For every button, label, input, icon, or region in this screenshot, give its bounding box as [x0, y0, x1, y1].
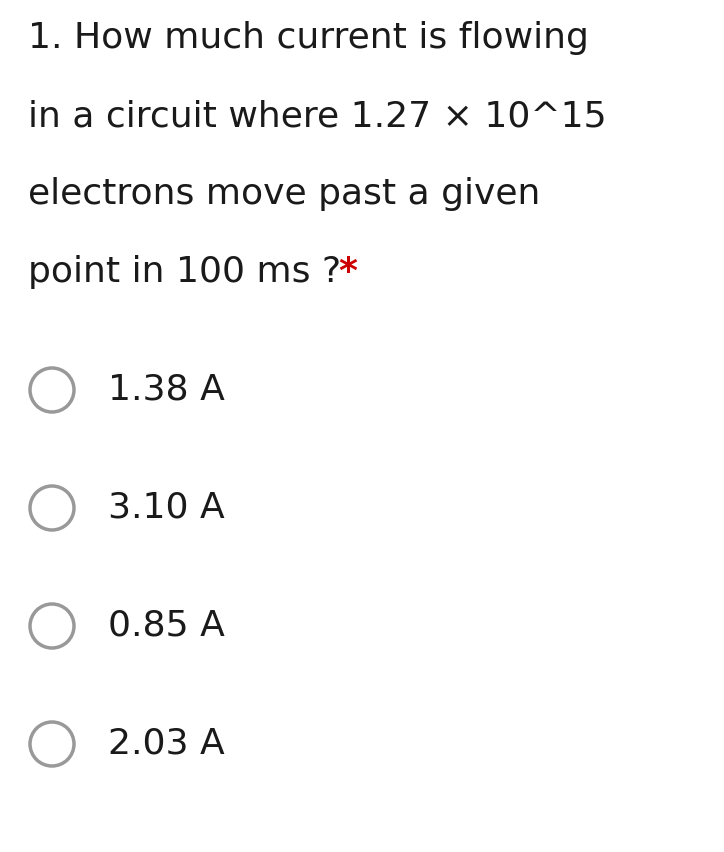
Text: 1.38 A: 1.38 A	[108, 373, 225, 407]
Text: electrons move past a given: electrons move past a given	[28, 177, 540, 211]
Text: 3.10 A: 3.10 A	[108, 491, 224, 525]
Text: in a circuit where 1.27 × 10^15: in a circuit where 1.27 × 10^15	[28, 100, 607, 134]
Text: 2.03 A: 2.03 A	[108, 727, 224, 761]
Text: 1. How much current is flowing: 1. How much current is flowing	[28, 21, 589, 55]
Text: point in 100 ms ?: point in 100 ms ?	[28, 256, 353, 290]
Text: 0.85 A: 0.85 A	[108, 609, 225, 643]
Text: *: *	[338, 256, 357, 290]
